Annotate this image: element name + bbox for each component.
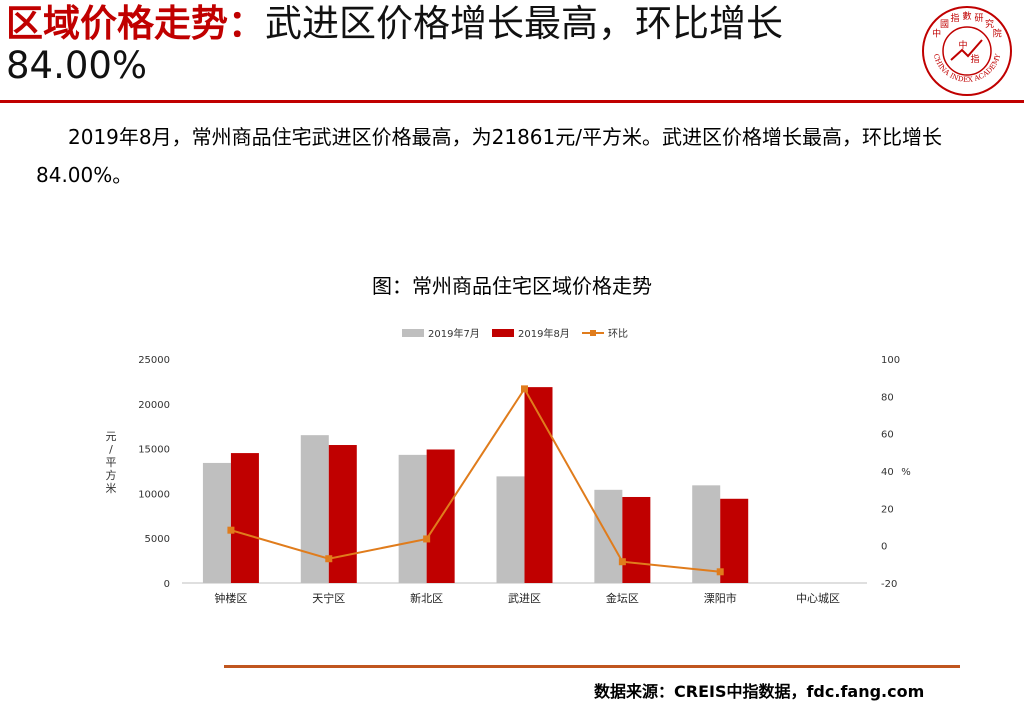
data-source: 数据来源：CREIS中指数据，fdc.fang.com: [594, 682, 925, 701]
header-divider: [0, 100, 1024, 103]
legend-label: 环比: [608, 328, 628, 340]
summary-text: 2019年8月，常州商品住宅武进区价格最高，为21861元/平方米。武进区价格增…: [36, 118, 1006, 194]
title-prefix: 区域价格走势：: [6, 2, 265, 45]
china-index-academy-logo: 中國指數研究院中指CHINA INDEX ACADEMY: [922, 6, 1012, 96]
mom-point: [716, 568, 724, 576]
logo-char: 研: [974, 13, 983, 24]
logo-center-char: 中: [958, 39, 967, 51]
bar-jul: [398, 454, 427, 583]
y-right-tick-label: 100: [881, 355, 900, 366]
bar-jul: [202, 462, 231, 583]
bar-aug: [720, 498, 749, 583]
bar-jul: [300, 435, 329, 583]
title-main: 武进区价格增长最高，环比增长: [265, 2, 783, 45]
bar-aug: [524, 387, 553, 583]
mom-point: [227, 526, 235, 534]
x-tick-label: 天宁区: [312, 591, 345, 605]
legend-marker: [590, 330, 596, 336]
logo-char: 指: [951, 12, 960, 24]
legend-swatch: [402, 329, 424, 337]
legend-label: 2019年8月: [518, 327, 570, 340]
chart-title: 图：常州商品住宅区域价格走势: [372, 274, 652, 298]
footer-divider: [224, 665, 960, 668]
y-left-tick-label: 0: [164, 579, 170, 590]
y-left-tick-label: 25000: [138, 355, 170, 366]
y-left-axis-label: 方: [106, 468, 117, 482]
mom-point: [325, 555, 333, 563]
logo-char: 中: [932, 28, 941, 40]
y-left-axis-label: 元: [106, 430, 117, 443]
logo-char: 院: [993, 28, 1002, 40]
mom-line: [230, 386, 721, 573]
mom-point: [618, 558, 626, 566]
y-left-axis-label: 平: [106, 456, 117, 469]
title-percent: 84.00%: [6, 44, 148, 87]
y-right-tick-label: 20: [881, 504, 894, 515]
y-left-tick-label: 20000: [138, 400, 170, 411]
y-right-tick-label: -20: [881, 579, 897, 590]
logo-center-char: 指: [970, 53, 979, 65]
x-tick-label: 钟楼区: [214, 591, 247, 605]
x-tick-label: 中心城区: [796, 592, 840, 605]
legend-label: 2019年7月: [428, 327, 480, 340]
y-left-axis-label: 米: [106, 482, 117, 495]
y-left-tick-label: 15000: [138, 445, 170, 456]
y-right-axis-label: %: [901, 467, 911, 478]
y-right-tick-label: 60: [881, 430, 894, 441]
bar-jul: [692, 485, 721, 583]
bar-aug: [622, 496, 651, 583]
summary-paragraph: 2019年8月，常州商品住宅武进区价格最高，为21861元/平方米。武进区价格增…: [36, 125, 942, 187]
y-left-axis-label: /: [109, 443, 113, 456]
x-tick-label: 金坛区: [606, 591, 639, 605]
x-tick-label: 新北区: [410, 591, 443, 605]
y-right-tick-label: 0: [881, 542, 887, 553]
x-tick-label: 溧阳市: [704, 591, 737, 605]
y-left-tick-label: 10000: [138, 489, 170, 500]
bar-aug: [230, 453, 259, 583]
y-right-tick-label: 40: [881, 467, 894, 478]
x-tick-label: 武进区: [508, 592, 541, 605]
logo-char: 數: [962, 10, 971, 22]
y-right-tick-label: 80: [881, 392, 894, 403]
bar-jul: [496, 476, 525, 583]
legend-swatch: [492, 329, 514, 337]
y-left-tick-label: 5000: [145, 534, 170, 545]
page-title: 区域价格走势：武进区价格增长最高，环比增长 84.00%: [6, 2, 906, 86]
logo-char: 究: [985, 18, 994, 30]
mom-point: [521, 385, 528, 393]
bar-aug: [328, 445, 357, 583]
logo-char: 國: [940, 19, 949, 30]
mom-point: [423, 535, 431, 543]
